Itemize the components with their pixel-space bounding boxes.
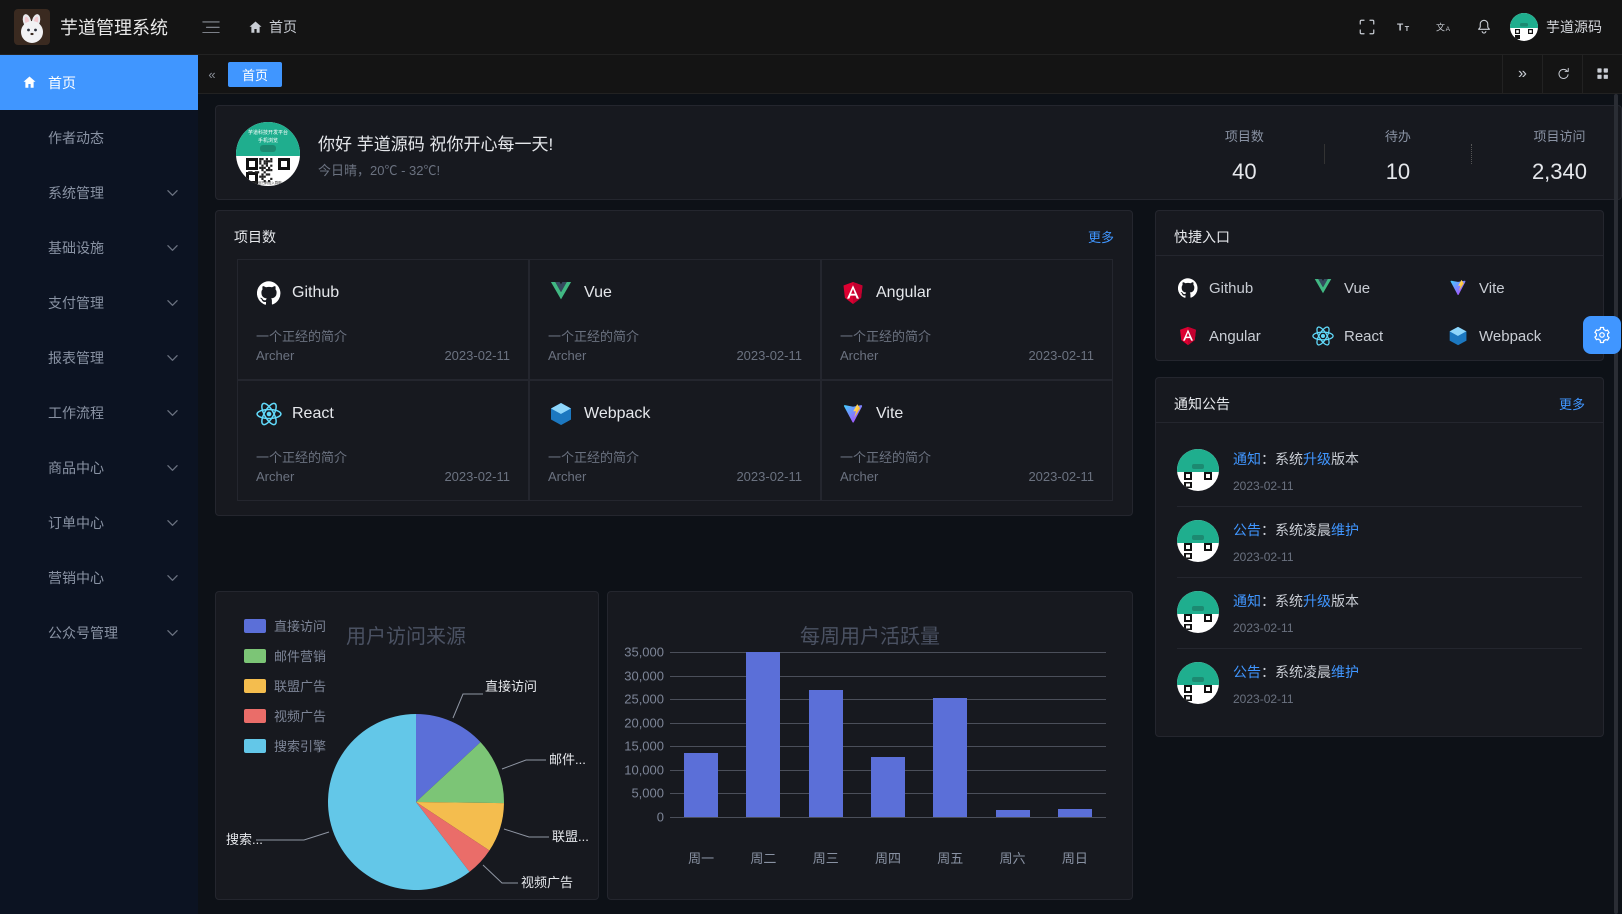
svg-text:邮件...: 邮件... <box>549 752 586 767</box>
svg-text:文: 文 <box>1436 22 1445 33</box>
svg-text:芋道科技开发平台: 芋道科技开发平台 <box>248 129 288 136</box>
svg-text:A: A <box>1446 26 1451 33</box>
svg-text:联盟...: 联盟... <box>552 829 589 844</box>
svg-text:视频广告: 视频广告 <box>521 875 573 890</box>
svg-text:直接访问: 直接访问 <box>485 679 537 694</box>
svg-text:T: T <box>1405 24 1410 33</box>
svg-text:手机浏览: 手机浏览 <box>258 137 278 144</box>
svg-text:搜索...: 搜索... <box>226 832 263 847</box>
svg-text:微信扫码加入群聊: 微信扫码加入群聊 <box>254 180 282 185</box>
svg-text:T: T <box>1397 23 1404 34</box>
